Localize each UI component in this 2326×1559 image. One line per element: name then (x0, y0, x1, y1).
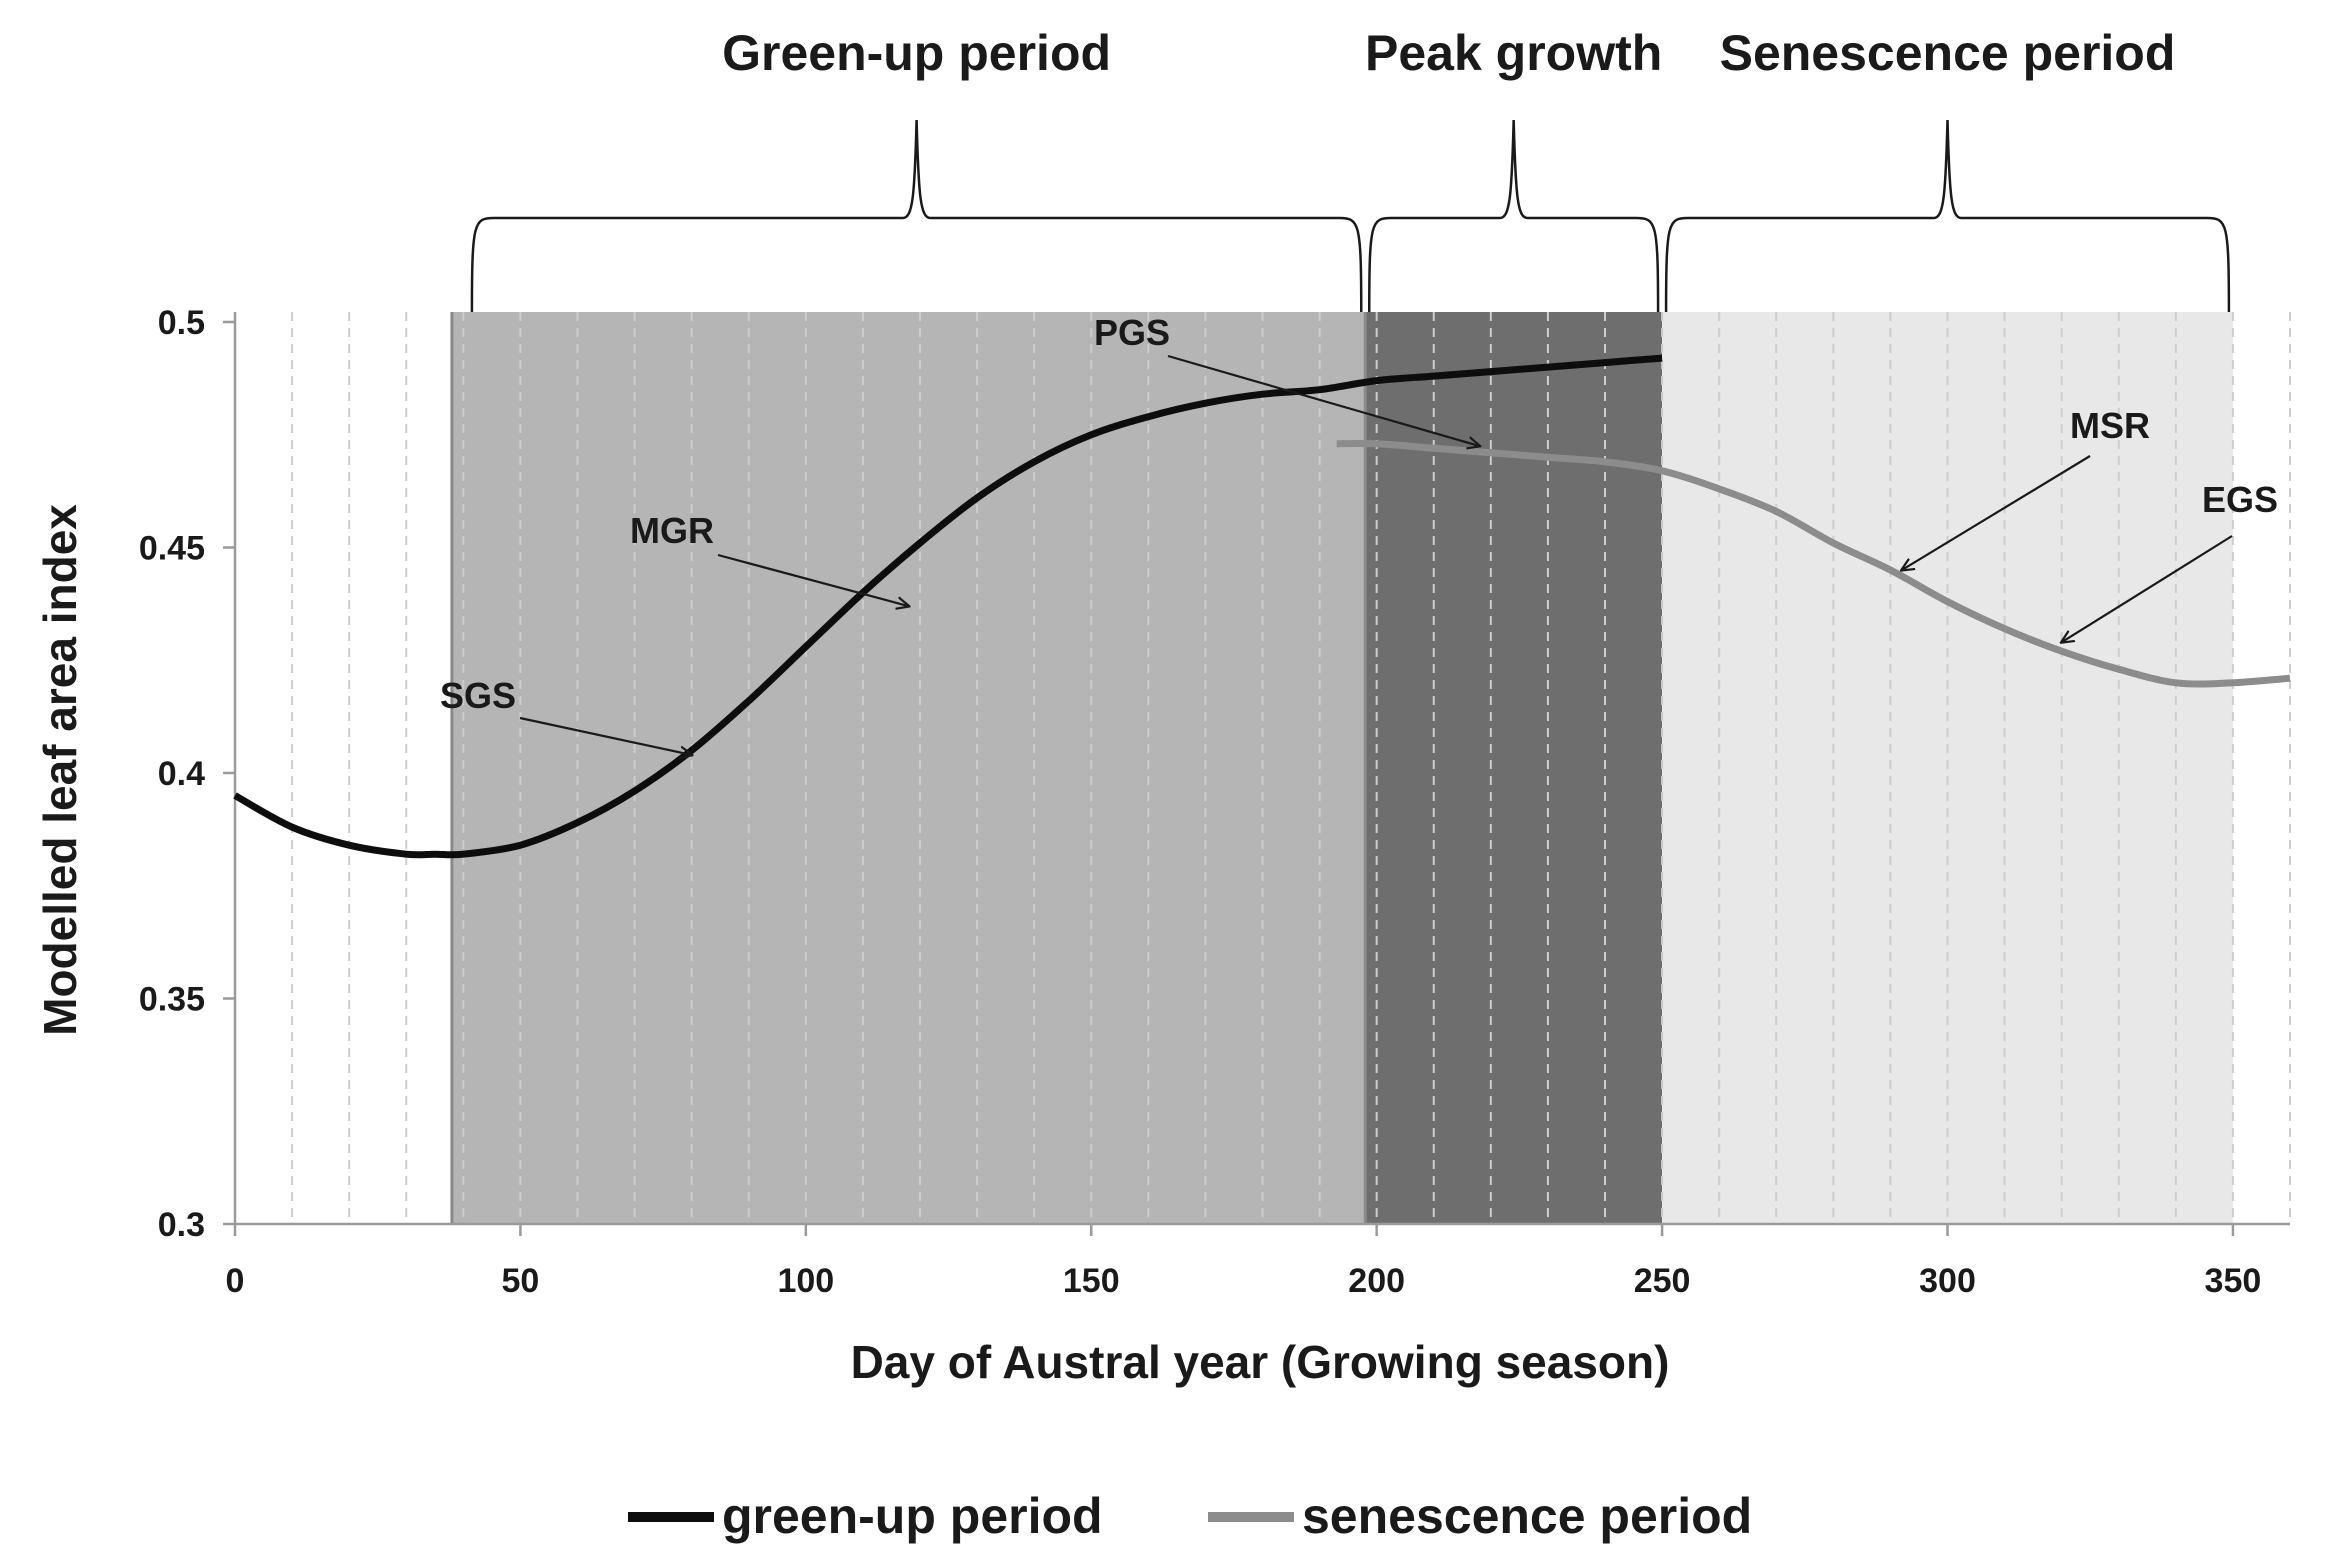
y-tick-label-2: 0.4 (158, 755, 205, 793)
annotation-label-sgs: SGS (440, 675, 516, 716)
brace-green-up-period (470, 119, 1363, 313)
annotations: SGS MGR PGS MSR EGS (440, 312, 2278, 755)
period-braces: Green-up period Peak growth Senescence per… (470, 25, 2231, 313)
series-lines (233, 354, 2291, 859)
x-tick-label-2: 100 (777, 1262, 834, 1300)
y-tick-label-4: 0.5 (158, 304, 205, 342)
series-line-senescence-period (1336, 439, 2291, 688)
series-line-green-up-period (233, 354, 1663, 859)
x-tick-label-4: 200 (1348, 1262, 1405, 1300)
legend-label-green-up: green-up period (722, 1488, 1103, 1544)
x-tick-label-6: 300 (1919, 1262, 1976, 1300)
y-tick-label-3: 0.45 (139, 530, 205, 568)
x-tick-label-3: 150 (1063, 1262, 1120, 1300)
x-axis-title: Day of Austral year (Growing season) (851, 1336, 1670, 1388)
region-green-up-period (451, 312, 1366, 1224)
annotation-label-egs: EGS (2202, 479, 2278, 520)
period-label-green-up-period: Green-up period (722, 25, 1111, 81)
x-tick-label-0: 0 (226, 1262, 245, 1300)
annotation-arrow-pgs (1167, 354, 1479, 446)
annotation-arrow-egs (2062, 535, 2233, 642)
x-tick-label-1: 50 (502, 1262, 540, 1300)
vertical-gridlines (291, 312, 2291, 1224)
period-label-senescence-period: Senescence period (1720, 25, 2176, 81)
x-tick-label-7: 350 (2205, 1262, 2262, 1300)
y-tick-label-0: 0.3 (158, 1206, 205, 1244)
period-label-peak-growth: Peak growth (1365, 25, 1662, 81)
legend-label-senescence: senescence period (1302, 1488, 1752, 1544)
axes: 0.3 0.35 0.4 0.45 0.5 0 50 100 150 200 250 300 350 (139, 304, 2290, 1300)
shaded-regions (450, 312, 2233, 1224)
brace-senescence-period (1664, 119, 2231, 313)
x-tick-label-5: 250 (1634, 1262, 1691, 1300)
y-tick-label-1: 0.35 (139, 981, 205, 1019)
annotation-arrow-msr (1902, 455, 2091, 570)
annotation-arrow-sgs (519, 716, 692, 755)
y-axis-title: Modelled leaf area index (34, 504, 86, 1036)
annotation-label-pgs: PGS (1094, 312, 1170, 353)
annotation-arrow-mgr (717, 553, 909, 606)
annotation-label-msr: MSR (2070, 405, 2150, 446)
brace-peak-growth (1368, 119, 1660, 313)
annotation-label-mgr: MGR (630, 510, 714, 551)
legend: green-up period senescence period (628, 1488, 1752, 1544)
